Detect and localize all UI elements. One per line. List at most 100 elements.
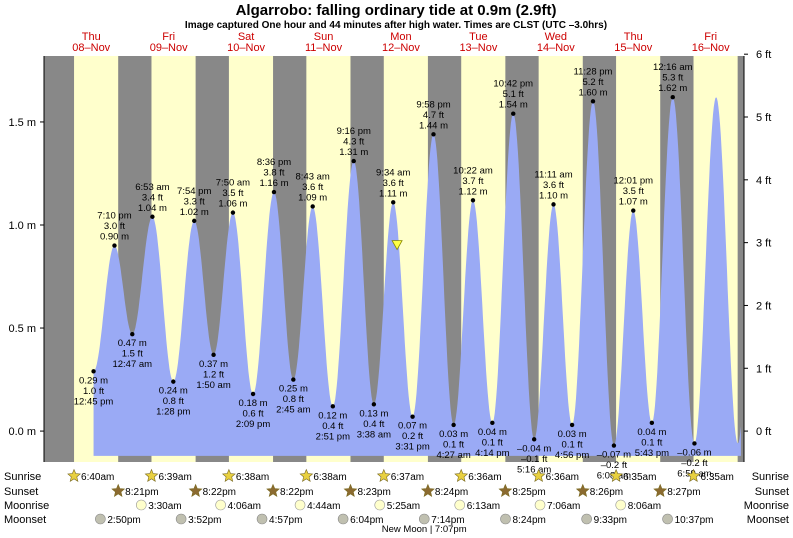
moonset-icon xyxy=(581,513,592,525)
high-tide-dot xyxy=(112,243,117,248)
high-tide-label: 1.54 m xyxy=(499,100,528,111)
high-tide-dot xyxy=(391,200,396,205)
sunset-icon xyxy=(420,483,435,497)
moonset-icon xyxy=(662,513,673,525)
sunset-icon xyxy=(266,483,280,497)
sunrise-time: 6:40am xyxy=(81,472,114,483)
current-time-marker xyxy=(391,240,403,251)
low-tide-label: 0.47 m xyxy=(118,338,147,349)
moonrise-row-label-right: Moonrise xyxy=(744,500,789,512)
low-tide-label: 0.1 ft xyxy=(443,439,464,450)
sunset-icon xyxy=(111,483,126,497)
high-tide-dot xyxy=(351,158,356,164)
high-tide-label: 1.07 m xyxy=(619,197,648,208)
sunrise-time: 6:36am xyxy=(546,472,579,483)
moonset-icon xyxy=(256,513,268,525)
tide-area xyxy=(93,97,741,456)
low-tide-label: 0.37 m xyxy=(199,359,228,370)
sunset-time: 8:23pm xyxy=(357,487,390,498)
moonset-time: 4:57pm xyxy=(269,515,302,526)
day-of-week-label: Mon xyxy=(390,31,411,43)
day-of-week-label: Thu xyxy=(624,31,643,43)
sunset-time: 8:26pm xyxy=(590,487,623,498)
high-tide-label: 1.16 m xyxy=(259,178,288,189)
sunset-time: 8:27pm xyxy=(667,487,700,498)
high-tide-dot xyxy=(551,202,556,207)
sunset-time: 8:25pm xyxy=(512,487,545,498)
moonset-icon xyxy=(95,513,106,525)
right-tick-label: 0 ft xyxy=(756,426,771,438)
high-tide-label: 1.09 m xyxy=(298,192,327,203)
low-tide-dot xyxy=(692,441,697,446)
low-tide-label: 2:51 pm xyxy=(316,431,350,442)
moonrise-row-label-left: Moonrise xyxy=(4,500,49,512)
high-tide-label: 1.62 m xyxy=(658,83,687,94)
day-of-week-label: Sat xyxy=(238,31,255,43)
moonset-time: 2:50pm xyxy=(107,515,140,526)
high-tide-label: 10:42 pm xyxy=(493,79,533,90)
low-tide-label: 0.4 ft xyxy=(363,419,384,430)
low-tide-dot xyxy=(490,420,495,426)
left-tick-label: 0.5 m xyxy=(8,323,36,335)
sunset-time: 8:21pm xyxy=(125,487,158,498)
axes: 1.5 m 1.0 m 0.5 m 0.0 m 6 ft 5 ft 4 ft 3 ft 2 ft… xyxy=(8,49,771,462)
sun-icon xyxy=(299,468,314,482)
high-tide-dot xyxy=(271,189,277,195)
high-tide-label: 9:16 pm xyxy=(337,126,371,137)
sunrise-row-label-left: Sunrise xyxy=(4,471,41,483)
date-label: 13–Nov xyxy=(459,42,497,54)
low-tide-label: 0.03 m xyxy=(558,429,587,440)
low-tide-dot xyxy=(330,404,336,409)
sunset-time: 8:22pm xyxy=(280,487,313,498)
high-tide-label: 4.3 ft xyxy=(343,137,364,148)
right-tick-label: 6 ft xyxy=(756,49,771,61)
sun-icon xyxy=(609,468,624,482)
low-tide-label: 1.2 ft xyxy=(203,369,224,380)
moonset-icon xyxy=(500,513,511,525)
high-tide-label: 9:34 am xyxy=(376,167,410,178)
high-tide-dot xyxy=(670,95,675,100)
tide-area-fill xyxy=(93,97,741,456)
low-tide-label: 1:50 am xyxy=(196,380,230,391)
moonrise-time: 3:30am xyxy=(148,501,181,512)
sunset-icon xyxy=(498,483,513,497)
high-tide-label: 5.1 ft xyxy=(503,89,524,100)
moonset-icon xyxy=(337,513,349,525)
right-tick-label: 5 ft xyxy=(756,112,771,124)
day-of-week-label: Fri xyxy=(162,31,175,43)
low-tide-label: 0.25 m xyxy=(279,384,308,395)
low-tide-label: –0.04 m xyxy=(517,443,551,454)
low-tide-dot xyxy=(171,379,176,384)
moonset-time: 10:37pm xyxy=(675,515,714,526)
right-tick-label: 1 ft xyxy=(756,363,771,375)
day-of-week-label: Fri xyxy=(704,31,717,43)
high-tide-label: 10:22 am xyxy=(453,165,493,176)
high-tide-dot xyxy=(470,198,476,203)
low-tide-label: 1.5 ft xyxy=(122,349,143,360)
left-tick-label: 1.0 m xyxy=(8,220,36,232)
date-label: 09–Nov xyxy=(150,42,188,54)
sunset-row-label-right: Sunset xyxy=(755,486,789,498)
left-tick-label: 1.5 m xyxy=(8,117,36,129)
high-tide-label: 6:53 am xyxy=(135,182,169,193)
sunset-row-label-left: Sunset xyxy=(4,486,38,498)
moonset-icon xyxy=(175,513,187,525)
moonset-time: 8:24pm xyxy=(513,515,546,526)
sunrise-time: 6:37am xyxy=(391,472,424,483)
high-tide-label: 3.8 ft xyxy=(263,168,284,179)
sunrise-time: 6:36am xyxy=(468,472,501,483)
sunset-icon xyxy=(343,483,358,497)
low-tide-label: 3:31 pm xyxy=(395,442,429,453)
low-tide-label: 0.1 ft xyxy=(562,439,583,450)
high-tide-dot xyxy=(150,214,155,219)
moonrise-icon xyxy=(534,499,546,511)
chart-subtitle: Image captured One hour and 44 minutes a… xyxy=(185,20,607,31)
moonset-icon xyxy=(418,513,430,525)
low-tide-label: 3:38 am xyxy=(357,429,391,440)
date-label: 14–Nov xyxy=(537,42,575,54)
high-tide-label: 0.90 m xyxy=(100,232,129,243)
moonset-time: 9:33pm xyxy=(594,515,627,526)
day-of-week-label: Thu xyxy=(82,31,101,43)
left-tick-label: 0.0 m xyxy=(8,426,36,438)
